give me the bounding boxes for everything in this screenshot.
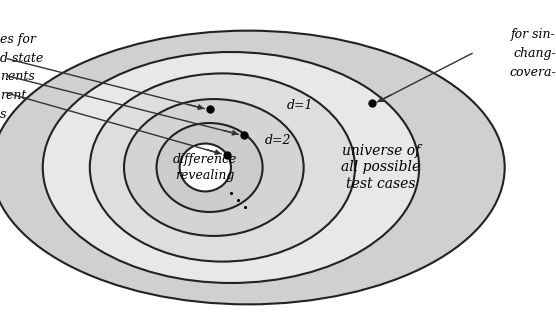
- Text: covera-: covera-: [509, 66, 556, 79]
- Text: d=1: d=1: [286, 99, 313, 113]
- Ellipse shape: [157, 123, 262, 212]
- Ellipse shape: [180, 144, 231, 191]
- Text: difference
revealing: difference revealing: [173, 153, 237, 182]
- Text: chang-: chang-: [513, 47, 556, 60]
- Ellipse shape: [43, 52, 419, 283]
- Text: universe of
all possible
test cases: universe of all possible test cases: [341, 144, 420, 191]
- Ellipse shape: [0, 30, 505, 305]
- Ellipse shape: [124, 99, 304, 236]
- Text: for sin-: for sin-: [512, 28, 556, 42]
- Text: d state: d state: [0, 52, 43, 65]
- Text: s: s: [0, 108, 6, 121]
- Ellipse shape: [90, 73, 355, 262]
- Text: d=2: d=2: [265, 134, 292, 147]
- Text: es for: es for: [0, 33, 36, 46]
- Text: rent: rent: [0, 89, 26, 102]
- Text: nents: nents: [0, 70, 34, 83]
